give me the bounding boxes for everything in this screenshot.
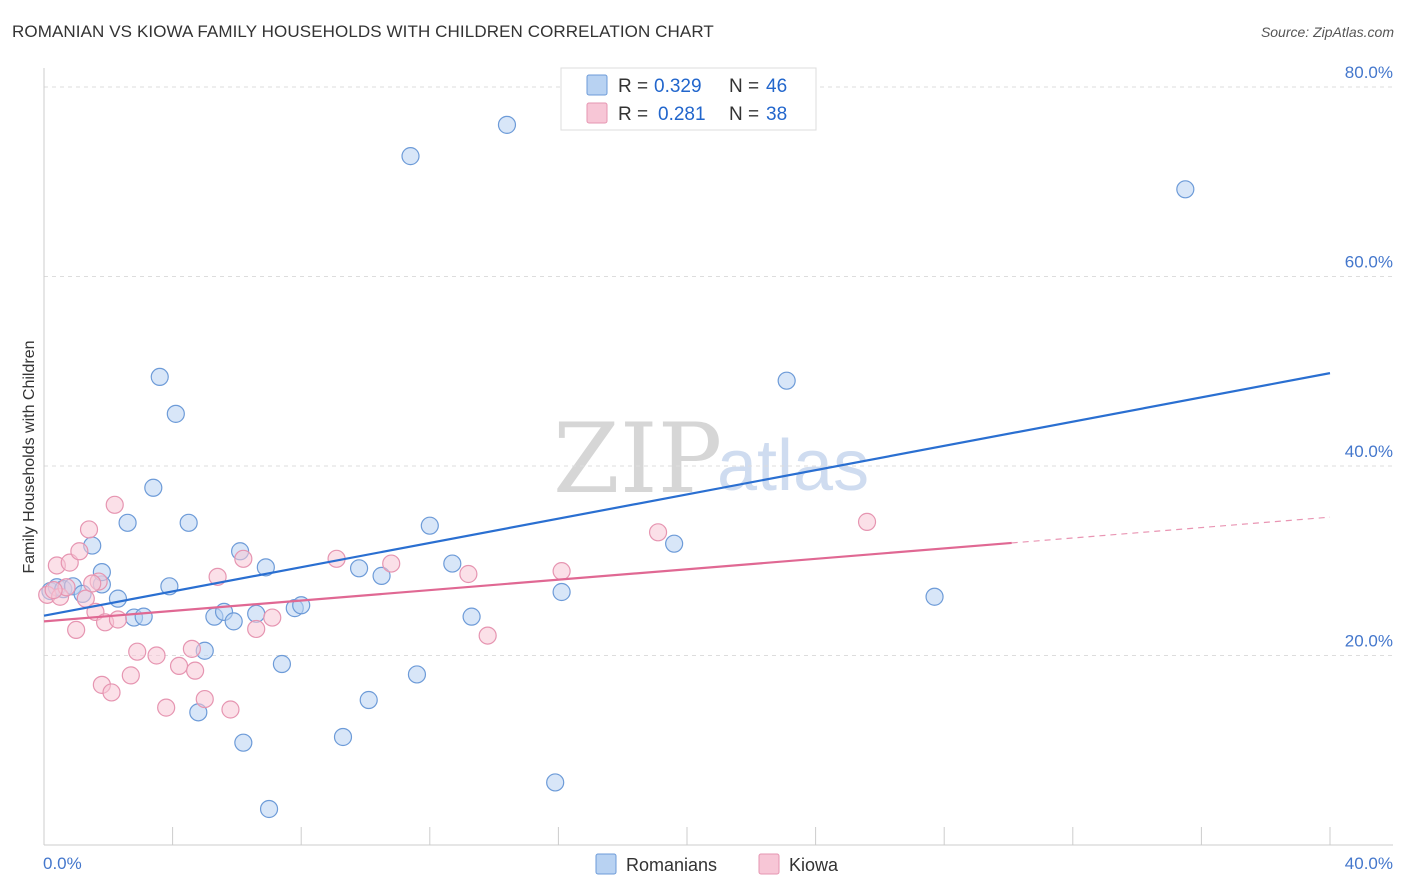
point-kiowa-18 [147,646,166,665]
point-romanians-8 [108,589,128,608]
legend-r-label-kiowa: R = [618,104,648,125]
trend-line-romanians [43,372,1331,617]
chart-title: ROMANIAN VS KIOWA FAMILY HOUSEHOLDS WITH… [12,22,714,41]
legend-swatch-romanians [586,74,608,96]
legend-n-value-romanians: 46 [766,76,787,97]
point-kiowa-33 [552,562,571,581]
point-romanians-27 [272,654,292,674]
point-romanians-44 [925,587,944,606]
legend-n-label-romanians: N = [729,76,759,97]
data-points [38,115,1195,819]
point-kiowa-5 [67,620,86,640]
point-kiowa-30 [382,554,401,573]
point-kiowa-23 [195,689,214,709]
watermark-zip: ZIP [553,403,722,515]
x-axis-tick-labels: 0.0% 40.0% [43,854,1393,873]
y-axis-label: Family Households with Children [21,341,38,574]
point-kiowa-27 [247,619,266,639]
legend-n-label-kiowa: N = [729,104,759,125]
series-legend: Romanians Kiowa [595,853,839,875]
point-romanians-37 [443,554,462,573]
point-romanians-21 [224,612,243,631]
legend-r-value-kiowa: 0.281 [658,104,706,125]
legend-r-label-romanians: R = [618,76,648,97]
point-kiowa-15 [108,610,128,629]
point-kiowa-14 [105,495,124,514]
point-romanians-13 [150,367,169,387]
point-romanians-11 [134,607,153,626]
point-romanians-36 [420,516,439,535]
point-kiowa-37 [83,574,102,593]
point-romanians-30 [333,727,353,747]
point-kiowa-25 [221,700,240,719]
point-romanians-23 [234,733,253,752]
point-kiowa-6 [70,542,89,561]
point-romanians-43 [777,371,796,390]
grid-lines [44,86,1393,656]
bottom-legend-label-kiowa: Kiowa [789,855,839,875]
trend-line-kiowa [43,541,1012,623]
point-kiowa-17 [128,642,147,661]
point-romanians-45 [1176,180,1195,199]
stats-legend: R = 0.329 N = 46 R = 0.281 N = 38 [560,67,817,131]
point-kiowa-22 [186,661,205,680]
point-kiowa-36 [44,581,63,600]
x-tick-label-1: 40.0% [1345,854,1393,873]
point-romanians-25 [256,558,275,577]
point-romanians-39 [497,115,517,134]
point-kiowa-19 [157,698,176,717]
point-romanians-34 [401,147,420,166]
point-kiowa-28 [263,608,282,627]
point-romanians-32 [359,690,378,710]
point-kiowa-31 [459,564,478,584]
bottom-legend-label-romanians: Romanians [626,855,717,875]
point-kiowa-16 [121,666,140,685]
y-tick-label-0: 20.0% [1345,631,1393,650]
y-tick-label-2: 60.0% [1345,252,1393,271]
legend-r-value-romanians: 0.329 [654,76,702,97]
bottom-legend-swatch-kiowa [758,853,780,875]
point-romanians-24 [247,604,266,623]
trend-lines [43,372,1331,623]
legend-n-value-kiowa: 38 [766,104,787,125]
point-romanians-41 [552,582,571,602]
x-tick-label-0: 0.0% [43,854,82,873]
point-kiowa-26 [234,549,253,568]
point-romanians-40 [546,773,565,792]
bottom-legend-swatch-romanians [595,853,617,875]
point-kiowa-20 [169,656,189,676]
point-romanians-15 [166,404,185,423]
source-credit: Source: ZipAtlas.com [1260,24,1394,40]
y-tick-label-3: 80.0% [1345,63,1393,82]
point-kiowa-35 [857,512,877,531]
point-kiowa-34 [648,523,668,542]
x-axis-tick-marks [172,827,1331,845]
legend-swatch-kiowa [586,102,608,124]
point-kiowa-32 [478,626,497,645]
y-axis-tick-labels: 20.0% 40.0% 60.0% 80.0% [1345,63,1393,651]
point-romanians-33 [372,566,391,585]
point-romanians-38 [462,607,481,626]
point-romanians-31 [349,559,369,578]
y-tick-label-1: 40.0% [1345,442,1393,461]
point-romanians-42 [665,534,684,553]
point-kiowa-21 [182,639,201,658]
point-romanians-16 [179,513,198,532]
point-romanians-9 [118,513,137,532]
point-kiowa-8 [79,520,99,539]
point-romanians-35 [407,665,427,684]
point-romanians-12 [144,478,163,497]
point-romanians-26 [259,799,279,819]
trend-line-extension-kiowa [1011,516,1331,544]
point-kiowa-13 [102,683,121,702]
